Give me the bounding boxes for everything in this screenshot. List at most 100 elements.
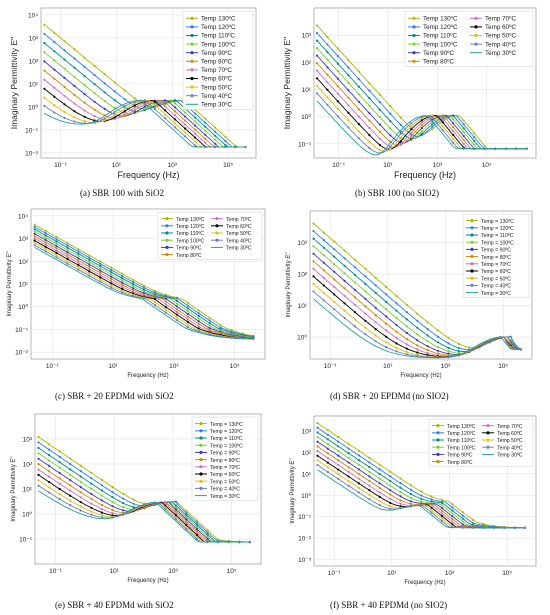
series-point-2 — [88, 256, 91, 259]
legend-label: Temp = 90ºC — [481, 248, 511, 254]
series-point-9 — [353, 318, 357, 321]
series-point-3 — [399, 486, 402, 489]
series-point-3 — [312, 237, 315, 240]
series-point-4 — [33, 230, 36, 233]
x-tick-label: 10³ — [168, 162, 178, 169]
series-point-7 — [316, 449, 319, 453]
series-point-8 — [83, 115, 86, 118]
series-point-6 — [420, 124, 423, 127]
series-point-5 — [44, 238, 47, 241]
legend-label: Temp = 120ºC — [210, 429, 243, 435]
series-point-9 — [103, 119, 106, 122]
series-point-2 — [103, 82, 106, 85]
x-tick-label: 10⁵ — [502, 570, 512, 577]
series-point-4 — [93, 92, 96, 95]
series-point-6 — [37, 463, 40, 466]
series-point-3 — [353, 273, 357, 276]
series-point-7 — [364, 312, 367, 315]
series-point-1 — [357, 449, 361, 452]
legend-marker — [470, 269, 474, 273]
series-point-10 — [364, 333, 367, 336]
series-point-2 — [322, 239, 325, 242]
series-point-4 — [447, 350, 450, 353]
series-point-2 — [186, 304, 189, 307]
series-point-4 — [66, 248, 69, 251]
chart-a: 10⁻¹ 10¹ 10³ 10⁵ 10⁻² 10⁻¹ 10⁰ 10¹ 10² 10³ 10⁴ Freq… — [9, 7, 257, 180]
legend-marker — [412, 33, 416, 38]
series-point-5 — [315, 54, 319, 57]
series-point-10 — [121, 291, 124, 294]
y-tick-label: 10² — [29, 58, 39, 65]
series-point-3 — [405, 318, 408, 321]
series-point-4 — [208, 324, 211, 327]
legend-marker — [190, 59, 194, 63]
series-point-10 — [374, 340, 377, 343]
series-point-2 — [315, 31, 319, 35]
legend-label: Temp = 60ºC — [481, 269, 511, 275]
series-point-10 — [73, 120, 76, 123]
series-point-3 — [385, 300, 388, 303]
series-point-3 — [186, 307, 189, 310]
series-point-3 — [452, 114, 455, 117]
series-point-9 — [121, 289, 124, 292]
series-point-2 — [204, 121, 207, 124]
legend-label: Temp 110ºC — [201, 33, 235, 40]
series-point-5 — [343, 279, 346, 282]
series-point-4 — [316, 436, 319, 439]
series-point-9 — [163, 113, 167, 116]
y-tick-label: 10² — [19, 259, 29, 266]
series-point-7 — [110, 280, 113, 283]
series-point-8 — [343, 302, 346, 305]
x-tick-label: 10⁵ — [498, 363, 508, 370]
legend-box — [157, 211, 263, 260]
legend-marker — [190, 68, 194, 72]
series-point-6 — [336, 85, 339, 88]
series-point-1 — [224, 135, 227, 138]
series-point-7 — [420, 121, 423, 124]
series-point-6 — [416, 344, 419, 347]
series-point-9 — [374, 334, 377, 337]
series-point-2 — [111, 491, 114, 494]
series-point-3 — [53, 50, 56, 53]
series-point-5 — [121, 281, 124, 284]
series-point-10 — [63, 116, 66, 119]
series-point-6 — [33, 235, 36, 238]
x-tick-label: 10³ — [445, 570, 455, 577]
series-point-8 — [88, 270, 91, 273]
series-point-1 — [66, 242, 69, 245]
series-line-11 — [34, 247, 254, 340]
series-point-8 — [347, 475, 350, 478]
y-tick-label: 10¹ — [23, 487, 33, 494]
series-point-2 — [316, 426, 319, 429]
series-point-9 — [186, 323, 189, 326]
legend-box — [182, 10, 254, 110]
series-point-2 — [206, 531, 209, 534]
series-point-6 — [53, 77, 56, 80]
series-point-10 — [347, 126, 350, 129]
series-point-4 — [90, 487, 93, 490]
y-tick-label: 10³ — [302, 428, 312, 435]
series-point-2 — [195, 521, 199, 524]
legend-marker — [470, 276, 474, 280]
series-point-8 — [368, 134, 371, 137]
series-point-10 — [385, 346, 388, 349]
legend-marker — [470, 226, 474, 230]
series-point-3 — [431, 123, 434, 126]
series-point-6 — [389, 493, 392, 496]
series-point-6 — [409, 502, 412, 505]
series-point-4 — [357, 463, 361, 466]
series-point-2 — [55, 238, 58, 241]
series-point-4 — [121, 279, 124, 282]
series-point-6 — [123, 114, 126, 117]
series-point-7 — [88, 267, 91, 271]
legend-label: Temp 40ºC — [201, 93, 232, 100]
series-point-5 — [389, 489, 392, 492]
series-point-4 — [322, 254, 325, 257]
y-tick-label: 10⁻¹ — [15, 327, 29, 334]
series-point-1 — [457, 342, 460, 345]
series-point-1 — [208, 316, 211, 319]
series-point-4 — [378, 116, 381, 119]
series-point-4 — [143, 107, 146, 110]
series-point-4 — [63, 67, 66, 70]
legend-label: Temp = 120ºC — [481, 226, 514, 232]
